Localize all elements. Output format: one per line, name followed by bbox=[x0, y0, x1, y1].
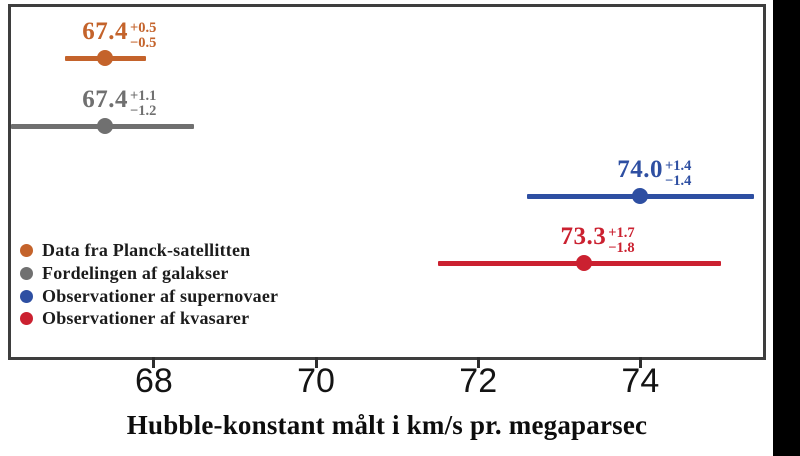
legend-item-observationer-af-kvasarer: Observationer af kvasarer bbox=[20, 307, 249, 329]
data-point-data-fra-planck-satellitten bbox=[97, 50, 114, 66]
legend-item-label: Data fra Planck-satellitten bbox=[42, 239, 251, 260]
error-plus-text: +0.5 bbox=[129, 19, 157, 36]
value-label-fordelingen-af-galakser: 67.4 +1.1 −1.2 bbox=[82, 87, 156, 119]
right-letterbox-bar bbox=[773, 0, 800, 456]
legend-dot-icon bbox=[20, 311, 33, 325]
error-text: +1.4 −1.4 bbox=[665, 157, 692, 189]
error-minus-text: −1.8 bbox=[608, 239, 635, 256]
x-tick-70 bbox=[314, 357, 318, 368]
value-text: 73.3 bbox=[560, 223, 607, 251]
value-text: 67.4 bbox=[82, 86, 128, 114]
legend-item-observationer-af-supernovaer: Observationer af supernovaer bbox=[20, 285, 278, 307]
error-plus-text: +1.4 bbox=[665, 157, 692, 174]
legend-dot-icon bbox=[20, 266, 33, 280]
legend-item-label: Fordelingen af galakser bbox=[42, 262, 229, 283]
value-text: 74.0 bbox=[617, 156, 664, 184]
x-tick-label-74: 74 bbox=[621, 362, 660, 400]
error-text: +0.5 −0.5 bbox=[129, 19, 157, 51]
x-tick-68 bbox=[152, 357, 156, 368]
x-tick-label-72: 72 bbox=[459, 362, 498, 400]
data-point-observationer-af-kvasarer bbox=[575, 255, 592, 271]
data-point-observationer-af-supernovaer bbox=[632, 188, 649, 204]
data-point-fordelingen-af-galakser bbox=[97, 118, 114, 134]
plot-area bbox=[8, 4, 766, 360]
error-minus-text: −1.4 bbox=[665, 172, 692, 189]
error-text: +1.7 −1.8 bbox=[608, 224, 635, 256]
legend-item-data-fra-planck-satellitten: Data fra Planck-satellitten bbox=[20, 239, 250, 261]
legend-item-label: Observationer af kvasarer bbox=[42, 307, 250, 328]
error-minus-text: −1.2 bbox=[129, 102, 157, 119]
legend-item-label: Observationer af supernovaer bbox=[42, 285, 279, 306]
error-text: +1.1 −1.2 bbox=[129, 87, 157, 119]
legend-dot-icon bbox=[20, 289, 33, 303]
x-tick-72 bbox=[476, 357, 480, 368]
x-axis-title: Hubble-konstant målt i km/s pr. megapars… bbox=[126, 410, 648, 440]
error-plus-text: +1.1 bbox=[129, 87, 157, 104]
legend-item-fordelingen-af-galakser: Fordelingen af galakser bbox=[20, 262, 229, 284]
x-tick-label-70: 70 bbox=[297, 362, 335, 400]
error-plus-text: +1.7 bbox=[608, 224, 635, 241]
value-label-observationer-af-supernovaer: 74.0 +1.4 −1.4 bbox=[617, 157, 691, 189]
value-label-observationer-af-kvasarer: 73.3 +1.7 −1.8 bbox=[561, 224, 635, 256]
value-label-data-fra-planck-satellitten: 67.4 +0.5 −0.5 bbox=[82, 19, 156, 51]
legend-dot-icon bbox=[20, 243, 33, 257]
x-tick-label-68: 68 bbox=[135, 362, 173, 400]
x-tick-74 bbox=[638, 357, 642, 368]
error-minus-text: −0.5 bbox=[129, 34, 157, 51]
value-text: 67.4 bbox=[82, 18, 128, 46]
